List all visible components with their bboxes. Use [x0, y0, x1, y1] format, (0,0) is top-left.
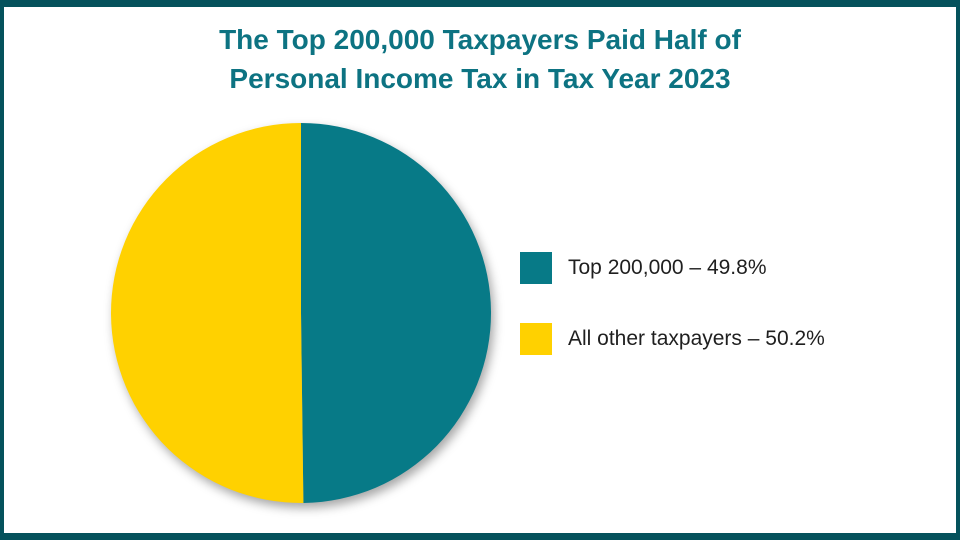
chart-title: The Top 200,000 Taxpayers Paid Half of P… — [0, 20, 960, 98]
pie-slice-0 — [301, 123, 491, 503]
chart-title-line1: The Top 200,000 Taxpayers Paid Half of — [219, 24, 741, 55]
legend-swatch-teal — [520, 252, 552, 284]
pie-slice-1 — [111, 123, 304, 503]
pie-chart-svg — [111, 123, 491, 503]
legend-item-all-other-taxpayers: All other taxpayers – 50.2% — [520, 323, 825, 355]
legend-label-top-200000: Top 200,000 – 49.8% — [568, 256, 767, 279]
chart-title-line2: Personal Income Tax in Tax Year 2023 — [229, 63, 731, 94]
legend-label-all-other-taxpayers: All other taxpayers – 50.2% — [568, 327, 825, 350]
chart-legend: Top 200,000 – 49.8% All other taxpayers … — [520, 252, 825, 394]
legend-swatch-yellow — [520, 323, 552, 355]
legend-item-top-200000: Top 200,000 – 49.8% — [520, 252, 825, 284]
pie-chart — [111, 123, 491, 503]
